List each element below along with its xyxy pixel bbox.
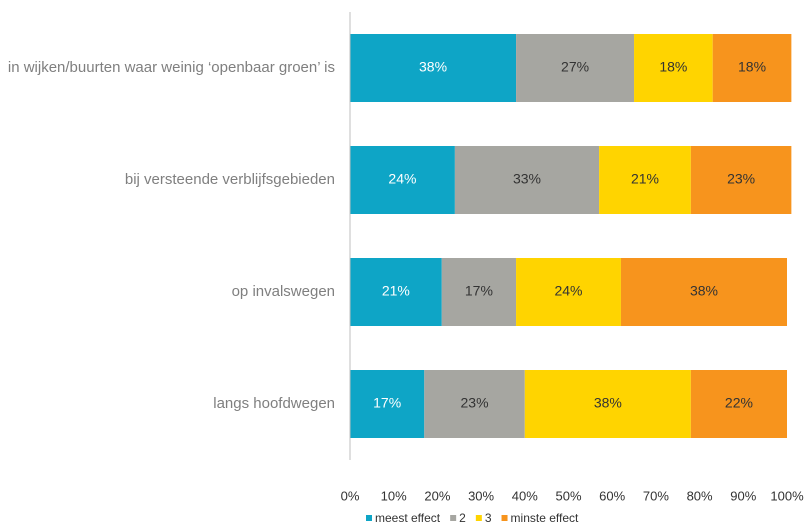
legend-label: meest effect	[375, 511, 441, 525]
bar-segment	[424, 370, 525, 438]
category-label: langs hoofdwegen	[213, 395, 335, 412]
bar-segment	[599, 146, 691, 214]
bar-segment	[516, 258, 621, 326]
bar-segment	[454, 146, 600, 214]
x-tick-label: 40%	[512, 488, 538, 503]
data-label: 24%	[554, 283, 582, 299]
category-label: op invalswegen	[231, 283, 335, 300]
legend-swatch	[450, 515, 457, 521]
bar-segment	[350, 258, 442, 326]
x-tick-label: 70%	[643, 488, 669, 503]
legend-swatch	[475, 515, 482, 521]
data-label: 23%	[461, 395, 489, 411]
category-label: bij versteende verblijfsgebieden	[124, 171, 335, 188]
x-tick-label: 90%	[730, 488, 756, 503]
bar-segment	[620, 258, 787, 326]
data-label: 21%	[631, 171, 659, 187]
x-tick-label: 10%	[381, 488, 407, 503]
data-label: 17%	[465, 283, 493, 299]
legend-swatch	[366, 515, 372, 521]
data-label: 22%	[725, 395, 753, 411]
category-label: in wijken/buurten waar weinig ‘openbaar …	[7, 59, 335, 76]
x-tick-label: 0%	[341, 488, 360, 503]
data-label: 38%	[690, 283, 718, 299]
x-tick-label: 60%	[599, 488, 625, 503]
data-label: 18%	[738, 59, 766, 75]
data-label: 38%	[419, 59, 447, 75]
data-label: 18%	[659, 59, 687, 75]
legend-label: 2	[459, 511, 466, 525]
bar-segment	[350, 34, 517, 102]
data-label: 24%	[388, 171, 416, 187]
data-label: 23%	[727, 171, 755, 187]
data-label: 33%	[513, 171, 541, 187]
x-tick-label: 20%	[424, 488, 450, 503]
data-label: 27%	[561, 59, 589, 75]
legend-swatch	[501, 515, 508, 521]
bar-segment	[516, 34, 635, 102]
bar-segment	[524, 370, 691, 438]
data-label: 21%	[382, 283, 410, 299]
bar-segment	[350, 370, 425, 438]
bar-segment	[690, 370, 787, 438]
bar-segment	[634, 34, 713, 102]
x-tick-label: 30%	[468, 488, 494, 503]
bar-segment	[441, 258, 517, 326]
data-label: 17%	[373, 395, 401, 411]
legend-label: 3	[485, 511, 492, 525]
data-label: 38%	[594, 395, 622, 411]
legend-label: minste effect	[511, 511, 579, 525]
bar-segment	[690, 146, 792, 214]
x-tick-label: 100%	[770, 488, 804, 503]
x-tick-label: 80%	[687, 488, 713, 503]
bar-segment	[350, 146, 455, 214]
bar-segment	[712, 34, 792, 102]
x-tick-label: 50%	[555, 488, 581, 503]
